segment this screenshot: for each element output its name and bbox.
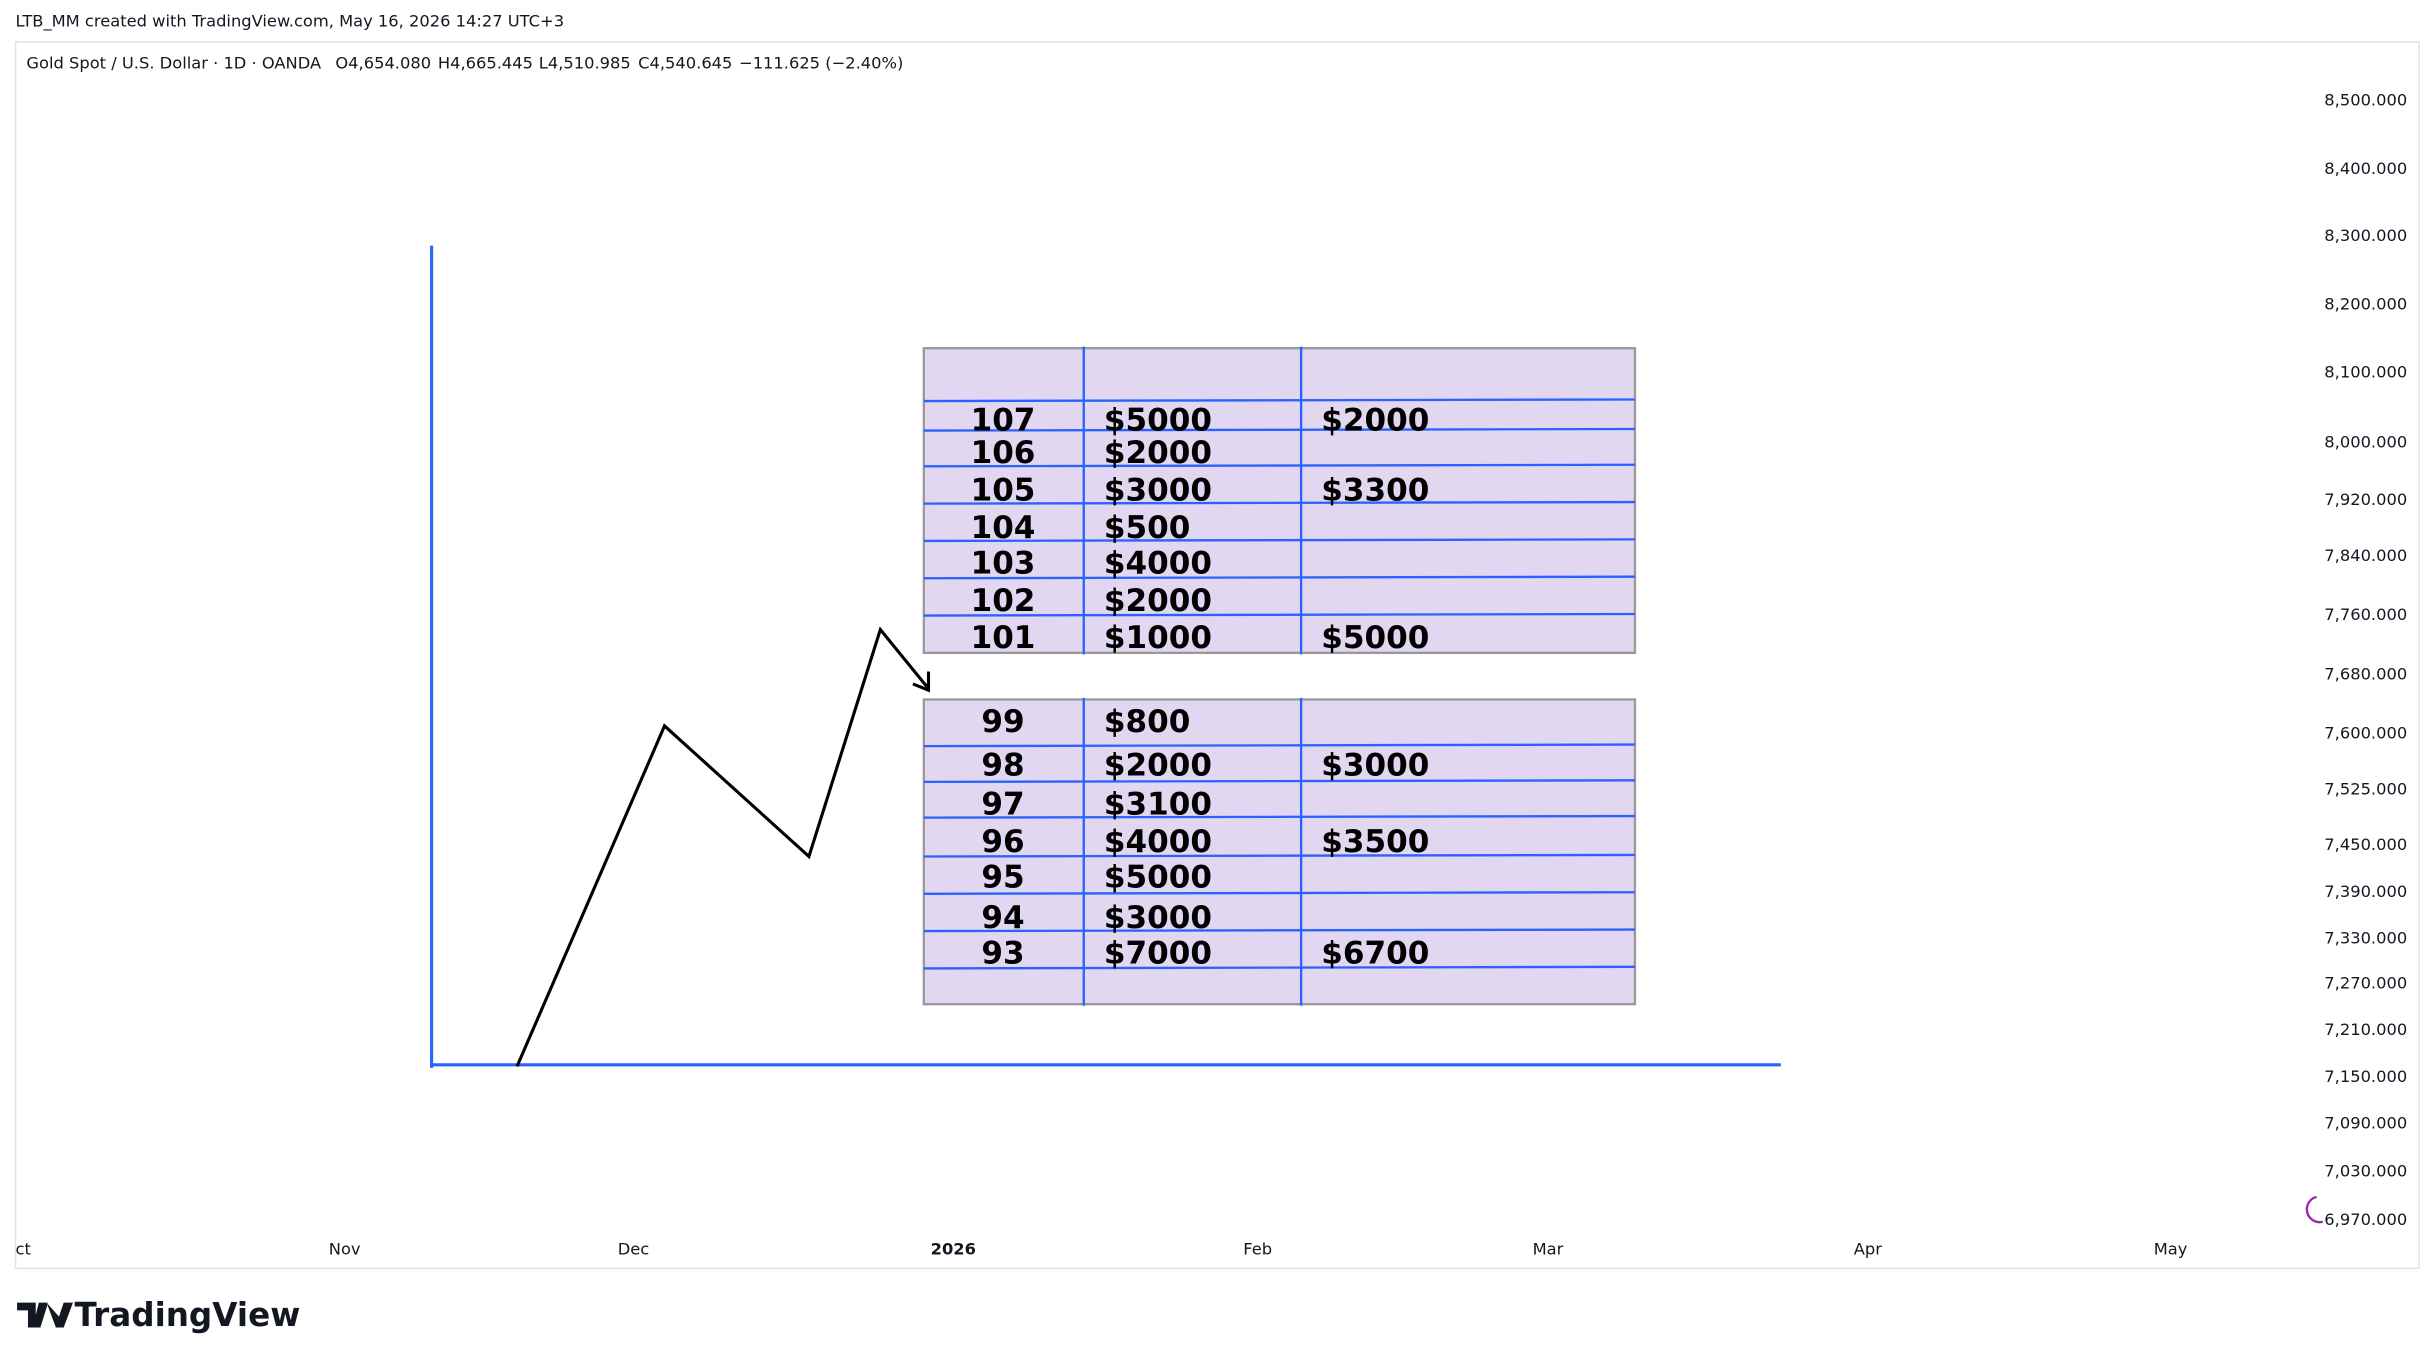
price-label: 6,970.000 <box>2324 1210 2407 1229</box>
table-cell: 98 <box>981 748 1024 784</box>
table-cell: 103 <box>971 546 1036 582</box>
table-cell: 105 <box>971 473 1036 509</box>
table-cell: 93 <box>981 936 1024 972</box>
table-cell: $500 <box>1104 510 1190 546</box>
row-line <box>923 814 1635 819</box>
price-label: 7,210.000 <box>2324 1020 2407 1039</box>
price-label: 8,000.000 <box>2324 433 2407 452</box>
logo-icon <box>17 1302 73 1328</box>
table-cell: $2000 <box>1104 435 1212 471</box>
row-line <box>923 575 1635 580</box>
table-cell: $3000 <box>1104 900 1212 936</box>
time-label: Nov <box>329 1239 361 1258</box>
time-label: Mar <box>1533 1239 1564 1258</box>
loading-icon <box>2305 1195 2324 1224</box>
arrow-head <box>912 671 931 693</box>
time-axis: ct Nov Dec 2026 Feb Mar Apr May <box>16 1239 2188 1258</box>
table-cell: 102 <box>971 583 1036 619</box>
row-line <box>923 463 1635 468</box>
table-cell: $2000 <box>1104 583 1212 619</box>
price-label: 7,390.000 <box>2324 882 2407 901</box>
ohlc-value: C4,540.645 <box>638 53 732 72</box>
table-cell: $2000 <box>1321 403 1429 439</box>
table-cell: 104 <box>971 510 1036 546</box>
row-line <box>923 891 1635 895</box>
price-label: 7,920.000 <box>2324 490 2407 509</box>
time-label: Feb <box>1243 1239 1272 1258</box>
row-line <box>923 500 1635 505</box>
price-label: 8,500.000 <box>2324 91 2407 110</box>
table-cell: $6700 <box>1321 936 1429 972</box>
table-cell: $3000 <box>1321 748 1429 784</box>
table-cell: 106 <box>971 435 1036 471</box>
price-axis: 8,500.000 8,400.000 8,300.000 8,200.000 8,10… <box>2324 91 2407 1229</box>
price-label: 7,450.000 <box>2324 835 2407 854</box>
row-line <box>923 427 1635 432</box>
time-label: Dec <box>618 1239 650 1258</box>
table-cell: $3500 <box>1321 824 1429 860</box>
price-label: 7,270.000 <box>2324 974 2407 993</box>
chart-frame <box>14 41 2420 1270</box>
logo: TradingView <box>75 1296 301 1334</box>
price-label: 8,300.000 <box>2324 226 2407 245</box>
price-label: 7,150.000 <box>2324 1067 2407 1086</box>
table-cell: $5000 <box>1104 403 1212 439</box>
table-background <box>922 698 1637 1006</box>
price-label: 8,400.000 <box>2324 159 2407 178</box>
table-cell: 96 <box>981 824 1024 860</box>
time-label: Apr <box>1854 1239 1882 1258</box>
table-cell: $4000 <box>1104 824 1212 860</box>
time-label: ct <box>16 1239 31 1258</box>
ohlc: O4,654.080 H4,665.445 L4,510.985 C4,540.645… <box>335 53 903 72</box>
price-label: 7,600.000 <box>2324 723 2407 742</box>
zigzag-arrow <box>515 626 930 1067</box>
ohlc-value: H4,665.445 <box>438 53 533 72</box>
table-cell: $4000 <box>1104 546 1212 582</box>
table-cell: $5000 <box>1321 620 1429 656</box>
table-cell: $800 <box>1104 704 1190 740</box>
table-cell: $7000 <box>1104 936 1212 972</box>
price-label: 8,200.000 <box>2324 294 2407 313</box>
row-line <box>923 743 1635 748</box>
price-label: 7,760.000 <box>2324 605 2407 624</box>
table-cell: $2000 <box>1104 748 1212 784</box>
row-line <box>923 853 1635 858</box>
row-line <box>923 398 1635 403</box>
row-line <box>923 538 1635 543</box>
price-label: 7,090.000 <box>2324 1113 2407 1132</box>
symbol: Gold Spot / U.S. Dollar · 1D · OANDA <box>26 53 322 72</box>
table-cell: 107 <box>971 403 1036 439</box>
price-label: 7,680.000 <box>2324 664 2407 683</box>
ohlc-value: −111.625 (−2.40%) <box>739 53 903 72</box>
price-label: 7,525.000 <box>2324 779 2407 798</box>
table-cell: 101 <box>971 620 1036 656</box>
row-line <box>923 612 1635 617</box>
table-cell: 94 <box>981 900 1024 936</box>
row-line <box>923 965 1635 970</box>
table-cell: $5000 <box>1104 860 1212 896</box>
table-cell: $1000 <box>1104 620 1212 656</box>
price-label: 7,330.000 <box>2324 929 2407 948</box>
table-cell: 97 <box>981 786 1024 822</box>
row-line <box>923 928 1635 933</box>
created-note: LTB_MM created with TradingView.com, May… <box>16 11 565 31</box>
ohlc-value: L4,510.985 <box>539 53 631 72</box>
time-label: 2026 <box>931 1239 976 1258</box>
row-line <box>923 779 1635 784</box>
ohlc-value: O4,654.080 <box>335 53 431 72</box>
table-cell: $3300 <box>1321 473 1429 509</box>
price-label: 7,030.000 <box>2324 1162 2407 1181</box>
table-cell: $3000 <box>1104 473 1212 509</box>
table-cell: 99 <box>981 704 1024 740</box>
table-cell: $3100 <box>1104 786 1212 822</box>
price-label: 8,100.000 <box>2324 363 2407 382</box>
time-label: May <box>2154 1239 2188 1258</box>
table-cell: 95 <box>981 860 1024 896</box>
price-label: 7,840.000 <box>2324 546 2407 565</box>
